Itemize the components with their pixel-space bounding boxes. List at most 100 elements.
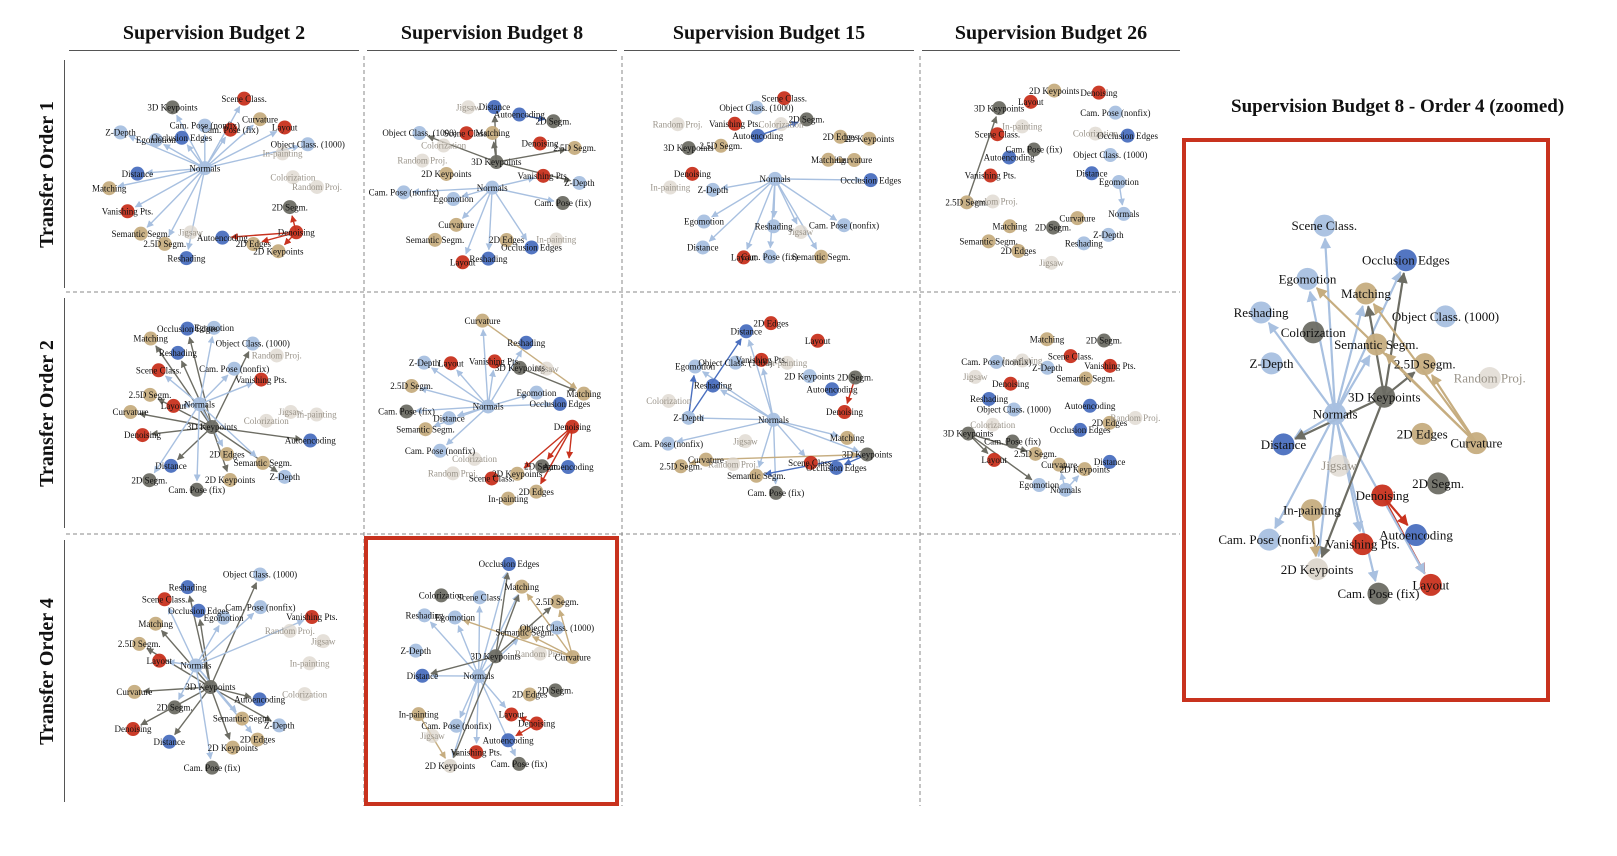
task-node xyxy=(1002,219,1017,234)
transfer-edge xyxy=(138,411,212,428)
task-node-label: 2D Keypoints xyxy=(1060,464,1111,474)
task-node xyxy=(309,407,324,422)
task-node xyxy=(446,192,461,207)
task-node-label: Distance xyxy=(407,671,439,681)
task-node xyxy=(302,656,317,671)
task-node xyxy=(749,468,764,483)
task-node xyxy=(661,393,676,408)
task-node-label: Semantic Segm. xyxy=(1334,337,1419,352)
graph-panel: ColorizationAutoencodingZ-DepthSemantic … xyxy=(112,320,337,497)
task-node-label: In-painting xyxy=(767,358,807,368)
task-node xyxy=(1120,128,1135,143)
task-node xyxy=(959,195,974,210)
task-node-label: Denoising xyxy=(115,724,152,734)
task-node-label: Random Proj. xyxy=(515,649,565,659)
task-node-label: Autoencoding xyxy=(543,462,594,472)
task-node-label: Egomotion xyxy=(1099,177,1139,187)
task-node-label: Denoising xyxy=(1080,88,1117,98)
task-node-label: Vanishing Pts. xyxy=(517,171,569,181)
task-node xyxy=(1365,333,1388,356)
task-node xyxy=(170,345,185,360)
task-node xyxy=(1026,142,1041,157)
task-node xyxy=(469,745,484,760)
transfer-edge xyxy=(174,686,211,736)
task-node-label: Z-Depth xyxy=(1032,363,1063,373)
task-node xyxy=(961,426,976,441)
transfer-edge xyxy=(211,426,229,473)
task-node xyxy=(179,251,194,266)
task-node xyxy=(254,372,269,387)
task-node-label: 2D Keypoints xyxy=(784,371,835,381)
transfer-edge xyxy=(117,167,205,189)
task-node xyxy=(255,455,270,470)
task-node xyxy=(197,161,212,176)
task-node xyxy=(442,411,457,426)
task-node-label: Vanishing Pts. xyxy=(1325,537,1399,552)
task-node-label: Object Class. (1000) xyxy=(216,339,290,349)
task-node xyxy=(685,166,700,181)
transfer-edge xyxy=(519,367,577,392)
transfer-edge xyxy=(696,414,774,422)
task-node xyxy=(1300,499,1323,522)
transfer-edge xyxy=(204,130,278,169)
task-node-label: Autoencoding xyxy=(483,735,534,745)
task-node-label: 3D Keypoints xyxy=(1348,389,1421,404)
task-node-label: Occlusion Edges xyxy=(479,559,540,569)
task-node xyxy=(215,230,230,245)
task-node-label: 2D Keypoints xyxy=(425,761,476,771)
task-node xyxy=(443,758,458,773)
task-node-label: 2D Segm. xyxy=(1035,223,1071,233)
transfer-edge xyxy=(462,619,573,658)
transfer-edge xyxy=(676,419,774,444)
task-node-label: 3D Keypoints xyxy=(974,103,1025,113)
transfer-edge xyxy=(476,605,483,677)
task-node-label: Object Class. (1000) xyxy=(698,358,772,368)
graph-panel: ColorizationAutoencodingZ-DepthSemantic … xyxy=(115,567,338,775)
task-node-label: Denoising xyxy=(518,719,555,729)
task-node-label: Object Class. (1000) xyxy=(520,623,594,633)
task-node-label: Z-Depth xyxy=(264,721,295,731)
task-node xyxy=(1002,150,1017,165)
graph-panel: Matching 3D Keypoints Occlusion EdgesScene… xyxy=(633,316,893,500)
task-node xyxy=(736,250,751,265)
task-node xyxy=(1434,305,1457,328)
transfer-edge xyxy=(771,419,779,485)
task-node-label: 2D Keypoints xyxy=(1281,562,1354,577)
task-node-label: Occlusion Edges xyxy=(1362,253,1450,268)
task-node xyxy=(862,131,877,146)
transfer-edge xyxy=(446,405,489,446)
task-node-label: Cam. Pose (nonfix) xyxy=(809,220,879,230)
task-node-label: Reshading xyxy=(507,338,545,348)
task-node-label: Semantic Segm. xyxy=(959,236,1018,246)
task-node xyxy=(285,170,300,185)
task-node-label: Reshading xyxy=(167,253,205,263)
task-node xyxy=(408,643,423,658)
task-node-label: 3D Keypoints xyxy=(471,157,522,167)
task-node-label: In-painting xyxy=(1002,122,1042,132)
task-node-label: Layout xyxy=(805,336,831,346)
task-node xyxy=(130,166,145,181)
column-title-budget-8: Supervision Budget 8 xyxy=(400,22,584,44)
task-node-label: Curvature xyxy=(242,114,278,124)
task-node-label: Denoising xyxy=(124,430,161,440)
transfer-edge xyxy=(195,624,220,666)
transfer-edge xyxy=(772,419,806,457)
task-node xyxy=(1011,243,1026,258)
task-node-label: Cam. Pose (nonfix) xyxy=(199,364,269,374)
task-node xyxy=(990,127,1005,142)
task-node xyxy=(439,166,454,181)
task-node-label: Curvature xyxy=(836,155,872,165)
task-node-label: Normals xyxy=(760,174,791,184)
task-node xyxy=(152,653,167,668)
task-node-label: In-painting xyxy=(263,149,303,159)
task-node-label: Object Class. (1000) xyxy=(223,570,297,580)
task-node xyxy=(512,756,527,771)
task-node xyxy=(519,335,534,350)
transfer-edge xyxy=(492,186,555,204)
task-node-label: Autoencoding xyxy=(807,384,858,394)
task-node-label: Occlusion Edges xyxy=(1050,425,1111,435)
transfer-edge xyxy=(452,655,497,759)
task-node xyxy=(987,452,1002,467)
task-node-label: Jigsaw xyxy=(534,364,559,374)
graph-panel: Colorization 2D Segm. 2D Keypoints Denoisin… xyxy=(92,91,345,266)
